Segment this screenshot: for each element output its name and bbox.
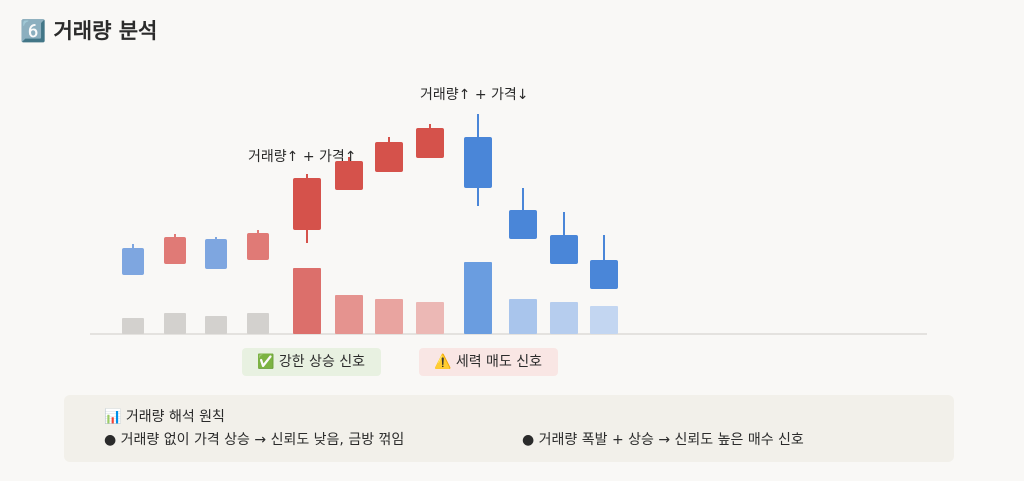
notes-heading: 📊 거래량 해석 원칙 xyxy=(104,408,225,425)
signal-badge xyxy=(242,348,381,376)
chart-title: 6️⃣ 거래량 분석 xyxy=(20,18,157,43)
volume-bar xyxy=(464,262,492,334)
volume-bar xyxy=(122,318,144,334)
annotation: 거래량↑ + 가격↓ xyxy=(420,87,529,103)
candle-body xyxy=(247,233,269,260)
candle-body xyxy=(590,260,618,289)
volume-bar xyxy=(205,316,227,334)
candle-body xyxy=(464,137,492,188)
volume-bar xyxy=(550,302,578,334)
notes-box xyxy=(64,395,954,462)
note-item: ● 거래량 폭발 + 상승 → 신뢰도 높은 매수 신호 xyxy=(522,432,804,448)
volume-bar xyxy=(293,268,321,334)
signal-badge xyxy=(419,348,558,376)
signal-label: ✅ 강한 상승 신호 xyxy=(257,353,365,370)
volume-bar xyxy=(509,299,537,334)
candle-body xyxy=(122,248,144,275)
candle-body xyxy=(335,161,363,190)
volume-bar xyxy=(247,313,269,334)
candle-body xyxy=(550,235,578,264)
candle-body xyxy=(375,142,403,172)
note-item: ● 거래량 없이 가격 상승 → 신뢰도 낮음, 금방 꺾임 xyxy=(104,432,404,448)
candle-body xyxy=(164,237,186,264)
candle-body xyxy=(205,239,227,269)
volume-bar xyxy=(590,306,618,334)
volume-bar xyxy=(375,299,403,334)
volume-bar xyxy=(416,302,444,334)
annotation: 거래량↑ + 가격↑ xyxy=(248,149,357,165)
volume-bar xyxy=(335,295,363,334)
candle-body xyxy=(293,178,321,230)
candle-body xyxy=(509,210,537,239)
candle-body xyxy=(416,128,444,158)
volume-bar xyxy=(164,313,186,334)
signal-label: ⚠️ 세력 매도 신호 xyxy=(434,353,542,370)
